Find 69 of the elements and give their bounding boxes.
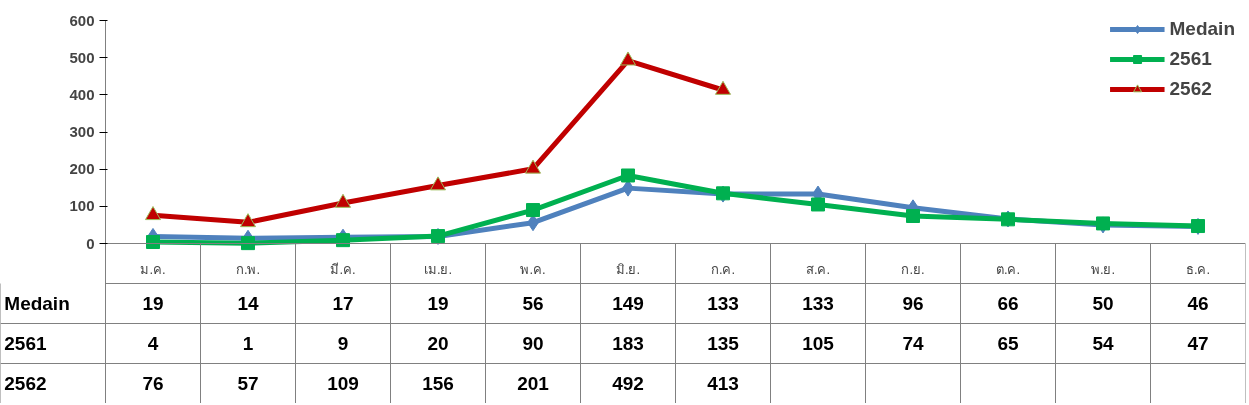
- point: [145, 206, 161, 221]
- data-label: 105: [802, 333, 835, 354]
- point: [240, 213, 256, 228]
- data-label: 14: [237, 293, 259, 314]
- data-label: 1: [242, 333, 254, 354]
- point: [906, 209, 920, 223]
- text: 2561: [4, 333, 47, 354]
- x-tick-label: มี.ค.: [330, 261, 356, 277]
- legend-label: 2562: [1169, 78, 1212, 100]
- x-tick-label: ก.ย.: [901, 261, 925, 277]
- data-label: 54: [1092, 333, 1114, 354]
- data-label: 90: [522, 333, 544, 354]
- data-label: 46: [1187, 293, 1209, 314]
- data-label: 20: [427, 333, 449, 354]
- point: [811, 197, 825, 212]
- legend-label: Medain: [1169, 18, 1235, 40]
- point: [621, 168, 635, 183]
- x-tick-label: พ.ค.: [520, 261, 546, 277]
- legend-label: 2561: [1169, 48, 1212, 70]
- data-label: 66: [997, 293, 1019, 314]
- data-label: 183: [612, 333, 644, 354]
- point: [715, 80, 731, 95]
- data-label: 9: [337, 333, 349, 354]
- data-label: 17: [332, 293, 354, 314]
- data-label: 4: [147, 333, 159, 354]
- x-tick-label: ก.พ.: [235, 261, 261, 277]
- y-tick-label: 0: [86, 234, 95, 252]
- y-tick-label: 500: [69, 48, 95, 66]
- data-label: 135: [707, 333, 740, 354]
- y-tick-label: 100: [69, 197, 95, 215]
- x-tick-label: ต.ค.: [995, 261, 1021, 277]
- data-label: 47: [1187, 333, 1209, 354]
- point: [336, 233, 350, 248]
- data-label: 109: [327, 373, 359, 394]
- text: 2562: [4, 373, 47, 394]
- x-tick-label: มิ.ย.: [615, 261, 641, 277]
- data-label: 57: [237, 373, 259, 394]
- data-label: 19: [142, 293, 164, 314]
- x-tick-label: ส.ค.: [805, 261, 831, 277]
- data-label: 96: [902, 293, 924, 314]
- point: [620, 51, 636, 66]
- data-label: 156: [422, 373, 454, 394]
- x-tick-label: ก.ค.: [710, 261, 736, 277]
- data-label: 201: [517, 373, 550, 394]
- y-tick-label: 200: [69, 160, 95, 178]
- data-label: 149: [612, 293, 644, 314]
- text: Medain: [4, 293, 70, 314]
- y-tick-label: 600: [69, 11, 95, 29]
- y-tick-label: 300: [69, 123, 95, 140]
- x-tick-label: ธ.ค.: [1185, 261, 1211, 277]
- data-label: 133: [802, 293, 834, 314]
- point: [241, 236, 255, 251]
- x-tick-label: พ.ย.: [1090, 261, 1116, 277]
- data-label: 133: [707, 293, 739, 314]
- point: [146, 235, 160, 250]
- data-label: 50: [1092, 293, 1114, 314]
- data-label: 74: [902, 333, 924, 354]
- x-tick-label: ม.ค.: [140, 261, 166, 277]
- x-tick-label: เม.ย.: [423, 261, 453, 277]
- data-label: 65: [997, 333, 1019, 354]
- data-label: 19: [427, 293, 449, 314]
- point: [526, 203, 540, 218]
- data-label: 413: [707, 373, 739, 394]
- data-label: 76: [142, 373, 164, 394]
- data-label: 492: [612, 373, 644, 394]
- data-label: 56: [522, 293, 544, 314]
- point: [430, 176, 446, 191]
- y-tick-label: 400: [69, 85, 95, 103]
- point: [525, 159, 541, 174]
